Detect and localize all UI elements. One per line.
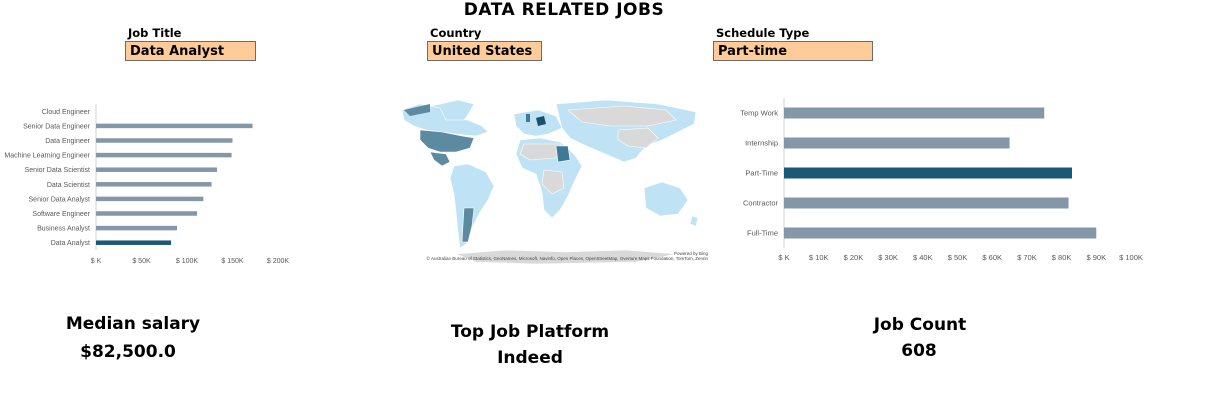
bar[interactable] xyxy=(96,123,253,129)
category-label: Data Scientist xyxy=(47,182,90,189)
x-tick-label: $ 20K xyxy=(844,253,864,262)
map-credit-bottom: © Australian Bureau of Statistics, GeoNa… xyxy=(427,255,709,261)
x-tick-label: $ 150K xyxy=(221,258,244,265)
job-title-filter-label: Job Title xyxy=(128,26,182,40)
bar[interactable] xyxy=(96,240,172,245)
x-tick-label: $ 40K xyxy=(913,253,933,262)
top-platform-kpi: Top Job Platform Indeed xyxy=(428,320,632,370)
x-tick-label: $ 200K xyxy=(267,258,290,265)
category-label: Data Analyst xyxy=(51,240,90,247)
job-count-value: 608 xyxy=(901,341,937,361)
bar[interactable] xyxy=(96,196,204,202)
map-region-antarctica xyxy=(455,249,677,265)
bar[interactable] xyxy=(784,227,1097,239)
bar[interactable] xyxy=(784,107,1045,119)
top-platform-label: Top Job Platform xyxy=(450,322,610,342)
job-title-filter[interactable]: Data Analyst xyxy=(125,41,256,61)
category-label: Part-Time xyxy=(745,169,778,178)
x-tick-label: $ 10K xyxy=(809,253,829,262)
map-region-china xyxy=(617,127,659,149)
schedule-type-filter[interactable]: Part-time xyxy=(713,41,873,61)
job-count-kpi: Job Count 608 xyxy=(840,313,1000,363)
x-tick-label: $ K xyxy=(778,253,789,262)
bar[interactable] xyxy=(96,138,233,143)
map-region-mexico xyxy=(429,151,451,167)
x-tick-label: $ K xyxy=(91,258,102,265)
category-label: Software Engineer xyxy=(32,211,90,218)
map-region-uk-region xyxy=(526,114,530,122)
map-credit-top: Powered by Bing xyxy=(674,251,709,256)
country-filter-label: Country xyxy=(430,26,482,40)
category-label: Senior Data Analyst xyxy=(29,196,91,203)
category-label: Senior Data Scientist xyxy=(25,167,90,174)
bar[interactable] xyxy=(784,167,1073,179)
category-label: Senior Data Engineer xyxy=(23,123,91,130)
schedule-type-filter-label: Schedule Type xyxy=(716,26,810,40)
x-tick-label: $ 60K xyxy=(982,253,1002,262)
job-title-salary-chart: Cloud Engineer Senior Data Engineer Data E… xyxy=(4,104,290,265)
map-no-data xyxy=(455,105,677,265)
map-region-germany xyxy=(536,116,546,126)
dashboard-title: DATA RELATED JOBS xyxy=(463,0,665,20)
schedule-type-salary-chart: Temp Work Internship Part-Time Contractor Fu… xyxy=(740,98,1143,262)
x-tick-label: $ 90K xyxy=(1086,253,1106,262)
x-tick-label: $ 70K xyxy=(1017,253,1037,262)
bar[interactable] xyxy=(96,182,212,187)
x-tick-label: $ 100K xyxy=(1119,253,1143,262)
map-region-central-africa xyxy=(541,169,565,195)
job-count-label: Job Count xyxy=(873,315,967,335)
bar[interactable] xyxy=(96,225,177,231)
bar[interactable] xyxy=(96,167,218,172)
x-tick-label: $ 50K xyxy=(948,253,968,262)
category-label: Cloud Engineer xyxy=(42,109,91,116)
category-label: Full-Time xyxy=(747,229,778,238)
category-label: Contractor xyxy=(743,199,779,208)
median-salary-kpi: Median salary $82,500.0 xyxy=(38,312,228,364)
median-salary-label: Median salary xyxy=(65,314,201,334)
map-region-russia xyxy=(567,105,677,127)
category-label: Business Analyst xyxy=(37,226,90,233)
map-region-argentina xyxy=(461,207,475,243)
map-region-south-america xyxy=(449,163,495,249)
category-label: Machine Learning Engineer xyxy=(4,153,90,160)
category-label: Internship xyxy=(745,139,778,148)
map-region-sudan xyxy=(555,145,571,163)
map-region-usa xyxy=(419,129,475,153)
top-platform-value: Indeed xyxy=(497,348,563,368)
bar[interactable] xyxy=(784,197,1069,209)
x-tick-label: $ 30K xyxy=(878,253,898,262)
median-salary-value: $82,500.0 xyxy=(80,342,176,362)
bar[interactable] xyxy=(784,137,1010,149)
x-tick-label: $ 80K xyxy=(1052,253,1072,262)
x-tick-label: $ 100K xyxy=(176,258,199,265)
category-label: Data Engineer xyxy=(45,138,90,145)
map-region-north-canada xyxy=(404,104,430,116)
country-filter[interactable]: United States xyxy=(427,41,542,61)
map-region-australia xyxy=(643,181,689,217)
x-tick-label: $ 50K xyxy=(132,258,151,265)
bar[interactable] xyxy=(96,211,198,216)
category-label: Temp Work xyxy=(740,109,778,118)
country-map: Powered by Bing © Australian Bureau of S… xyxy=(401,99,709,265)
bar[interactable] xyxy=(96,152,232,158)
